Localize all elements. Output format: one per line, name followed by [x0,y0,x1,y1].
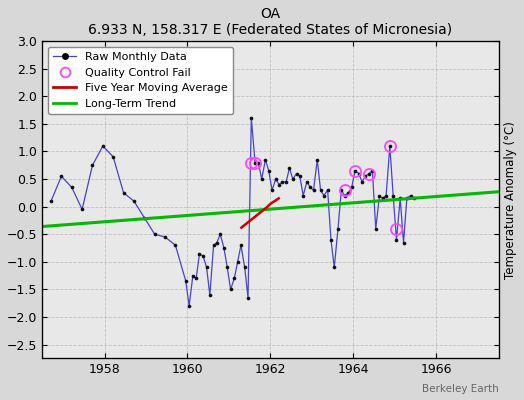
Point [327,236,335,243]
Point [223,264,232,270]
Point [171,242,180,248]
Point [292,170,301,177]
Point [251,159,259,166]
Point [220,245,228,251]
Point [237,242,245,248]
Point [185,303,193,309]
Point [282,179,290,185]
Point [182,278,190,284]
Text: Berkeley Earth: Berkeley Earth [422,384,498,394]
Point [299,192,308,199]
Point [389,192,397,199]
Point [265,168,273,174]
Point [330,264,339,270]
Point [210,242,218,248]
Point [109,154,117,160]
Point [202,264,211,270]
Point [392,236,401,243]
Point [375,192,384,199]
Point [275,181,283,188]
Point [199,253,208,260]
Point [358,179,366,185]
Point [205,292,214,298]
Point [365,170,373,177]
Point [309,187,318,193]
Point [337,187,345,193]
Point [78,206,86,213]
Point [119,190,128,196]
Point [278,179,287,185]
Point [195,250,204,257]
Point [150,231,159,238]
Point [334,226,342,232]
Point [192,275,200,282]
Point [303,179,311,185]
Point [234,259,242,265]
Point [247,115,256,122]
Point [386,143,394,149]
Title: OA
6.933 N, 158.317 E (Federated States of Micronesia): OA 6.933 N, 158.317 E (Federated States … [89,7,452,37]
Point [313,156,321,163]
Point [99,143,107,149]
Point [257,176,266,182]
Point [407,192,415,199]
Point [347,184,356,190]
Point [399,239,408,246]
Point [285,165,293,171]
Point [368,168,377,174]
Point [382,192,390,199]
Point [316,187,325,193]
Point [140,214,148,221]
Point [410,195,418,202]
Point [396,195,405,202]
Point [241,264,249,270]
Point [161,234,169,240]
Point [296,173,304,180]
Point [68,184,76,190]
Legend: Raw Monthly Data, Quality Control Fail, Five Year Moving Average, Long-Term Tren: Raw Monthly Data, Quality Control Fail, … [48,47,233,114]
Point [89,162,97,168]
Point [268,187,276,193]
Point [289,176,297,182]
Point [57,173,66,180]
Point [351,168,359,174]
Point [244,294,252,301]
Point [379,195,387,202]
Point [361,173,369,180]
Point [306,184,314,190]
Point [402,195,411,202]
Point [323,187,332,193]
Point [271,176,280,182]
Point [254,159,263,166]
Y-axis label: Temperature Anomaly (°C): Temperature Anomaly (°C) [504,121,517,279]
Point [130,198,138,204]
Point [216,231,224,238]
Point [344,190,353,196]
Point [320,192,328,199]
Point [189,272,197,279]
Point [213,239,221,246]
Point [355,170,363,177]
Point [47,198,55,204]
Point [341,192,349,199]
Point [372,226,380,232]
Point [226,286,235,293]
Point [230,275,238,282]
Point [261,156,270,163]
